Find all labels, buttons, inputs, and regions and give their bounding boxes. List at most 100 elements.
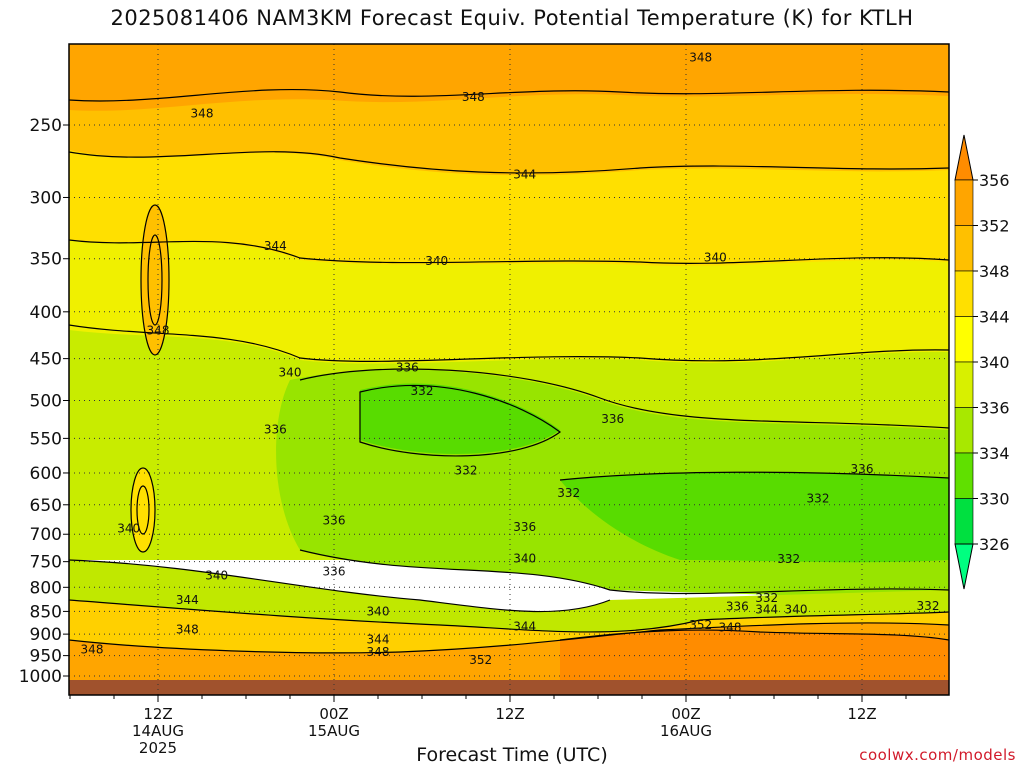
contour-label: 344: [513, 620, 536, 634]
contour-332-low: [559, 471, 949, 481]
y-axis: 250 300 350 400 450 500 550 600 650 700 750 800 850 9…: [19, 116, 69, 687]
contour-label: 348: [719, 620, 742, 634]
colorbar: 356 352 348 344 340 336 334 330 326: [954, 134, 1010, 590]
contour-label: 340: [205, 569, 228, 583]
colorbar-segment: [954, 225, 974, 272]
colorbar-label: 334: [979, 444, 1010, 463]
contour-label: 336: [601, 412, 624, 426]
x-tick-label: 14AUG: [132, 722, 184, 740]
band-pbl-352: [560, 630, 949, 680]
y-tick-label: 800: [30, 578, 62, 598]
colorbar-segment: [954, 452, 974, 499]
y-tick-label: 1000: [19, 667, 62, 687]
colorbar-label: 340: [979, 353, 1010, 372]
contour-348-lower: [69, 151, 949, 174]
contour-label: 336: [323, 513, 346, 527]
y-tick-label: 500: [30, 392, 62, 412]
contour-label: 340: [513, 551, 536, 565]
contour-cell-column: [140, 204, 170, 356]
colorbar-segment: [954, 270, 974, 317]
colorbar-segment: [954, 361, 974, 408]
contour-344: [69, 239, 949, 264]
contour-label: 344: [513, 167, 536, 181]
x-tick-label: 12Z: [495, 705, 524, 723]
contour-label: 344: [264, 239, 287, 253]
contour-label: 340: [704, 251, 727, 265]
x-tick-label: 12Z: [847, 705, 876, 723]
contour-label: 332: [777, 552, 800, 566]
contour-label: 348: [191, 107, 214, 121]
contour-label: 340: [367, 604, 390, 618]
contour-label: 332: [557, 486, 580, 500]
y-tick-label: 850: [30, 602, 62, 622]
contour-label: 340: [785, 603, 808, 617]
contour-label: 336: [851, 462, 874, 476]
source-link[interactable]: coolwx.com/models: [859, 746, 1016, 764]
x-tick-label: 2025: [139, 739, 177, 757]
contour-label: 348: [367, 645, 390, 659]
colorbar-label: 326: [979, 535, 1010, 554]
contour-label: 336: [726, 600, 749, 614]
y-tick-label: 950: [30, 647, 62, 667]
contour-352-low: [559, 629, 949, 641]
contour-label: 348: [689, 51, 712, 65]
colorbar-segment: [954, 407, 974, 454]
contour-label: 348: [147, 323, 170, 337]
contour-336-low: [299, 549, 949, 595]
ground-below: [69, 680, 949, 695]
y-tick-label: 400: [30, 303, 62, 323]
contour-label: 336: [323, 565, 346, 579]
contour-348-low: [69, 622, 949, 654]
contour-label: 348: [176, 623, 199, 637]
contour-label: 344: [367, 632, 390, 646]
contour-label: 332: [455, 463, 478, 477]
colorbar-label: 348: [979, 262, 1010, 281]
contour-label: 340: [425, 254, 448, 268]
field-bands: [69, 44, 949, 695]
contour-label: 340: [279, 366, 302, 380]
contour-label: 348: [81, 642, 104, 656]
x-tick-label: 00Z: [319, 705, 348, 723]
y-tick-label: 450: [30, 350, 62, 370]
contour-label: 352: [689, 618, 712, 632]
y-tick-label: 250: [30, 116, 62, 136]
contour-label: 344: [755, 603, 778, 617]
contour-label: 332: [807, 492, 830, 506]
colorbar-label: 330: [979, 490, 1010, 509]
contour-label: 332: [755, 591, 778, 605]
x-axis-label: Forecast Time (UTC): [416, 744, 608, 766]
cell-340-low: [131, 468, 155, 552]
plot-frame: [68, 43, 950, 696]
colorbar-segment: [954, 498, 974, 545]
x-tick-label: 12Z: [143, 705, 172, 723]
colorbar-segment: [954, 316, 974, 363]
x-tick-label: 16AUG: [660, 722, 712, 740]
y-tick-label: 300: [30, 188, 62, 208]
colorbar-label: 344: [979, 308, 1010, 327]
contour-label: 336: [513, 520, 536, 534]
colorbar-label: 336: [979, 399, 1010, 418]
contour-cell-low: [130, 467, 156, 553]
contour-lines: [69, 88, 949, 654]
colorbar-label: 356: [979, 171, 1010, 190]
y-tick-label: 600: [30, 464, 62, 484]
band-330: [360, 383, 949, 563]
grid-lines: [69, 44, 949, 695]
x-tick-label: 00Z: [671, 705, 700, 723]
colorbar-segment: [954, 179, 974, 226]
y-tick-label: 550: [30, 429, 62, 449]
contour-label: 340: [117, 522, 140, 536]
band-340: [69, 240, 949, 380]
contour-label: 348: [462, 90, 485, 104]
contour-label: 332: [411, 384, 434, 398]
x-tick-label: 15AUG: [308, 722, 360, 740]
contour-cell-column-inner: [147, 234, 163, 326]
contour-336: [299, 368, 949, 429]
colorbar-bottom-arrow: [954, 543, 974, 590]
contour-label: 344: [176, 593, 199, 607]
contour-label: 336: [396, 360, 419, 374]
contour-label: 332: [917, 599, 940, 613]
